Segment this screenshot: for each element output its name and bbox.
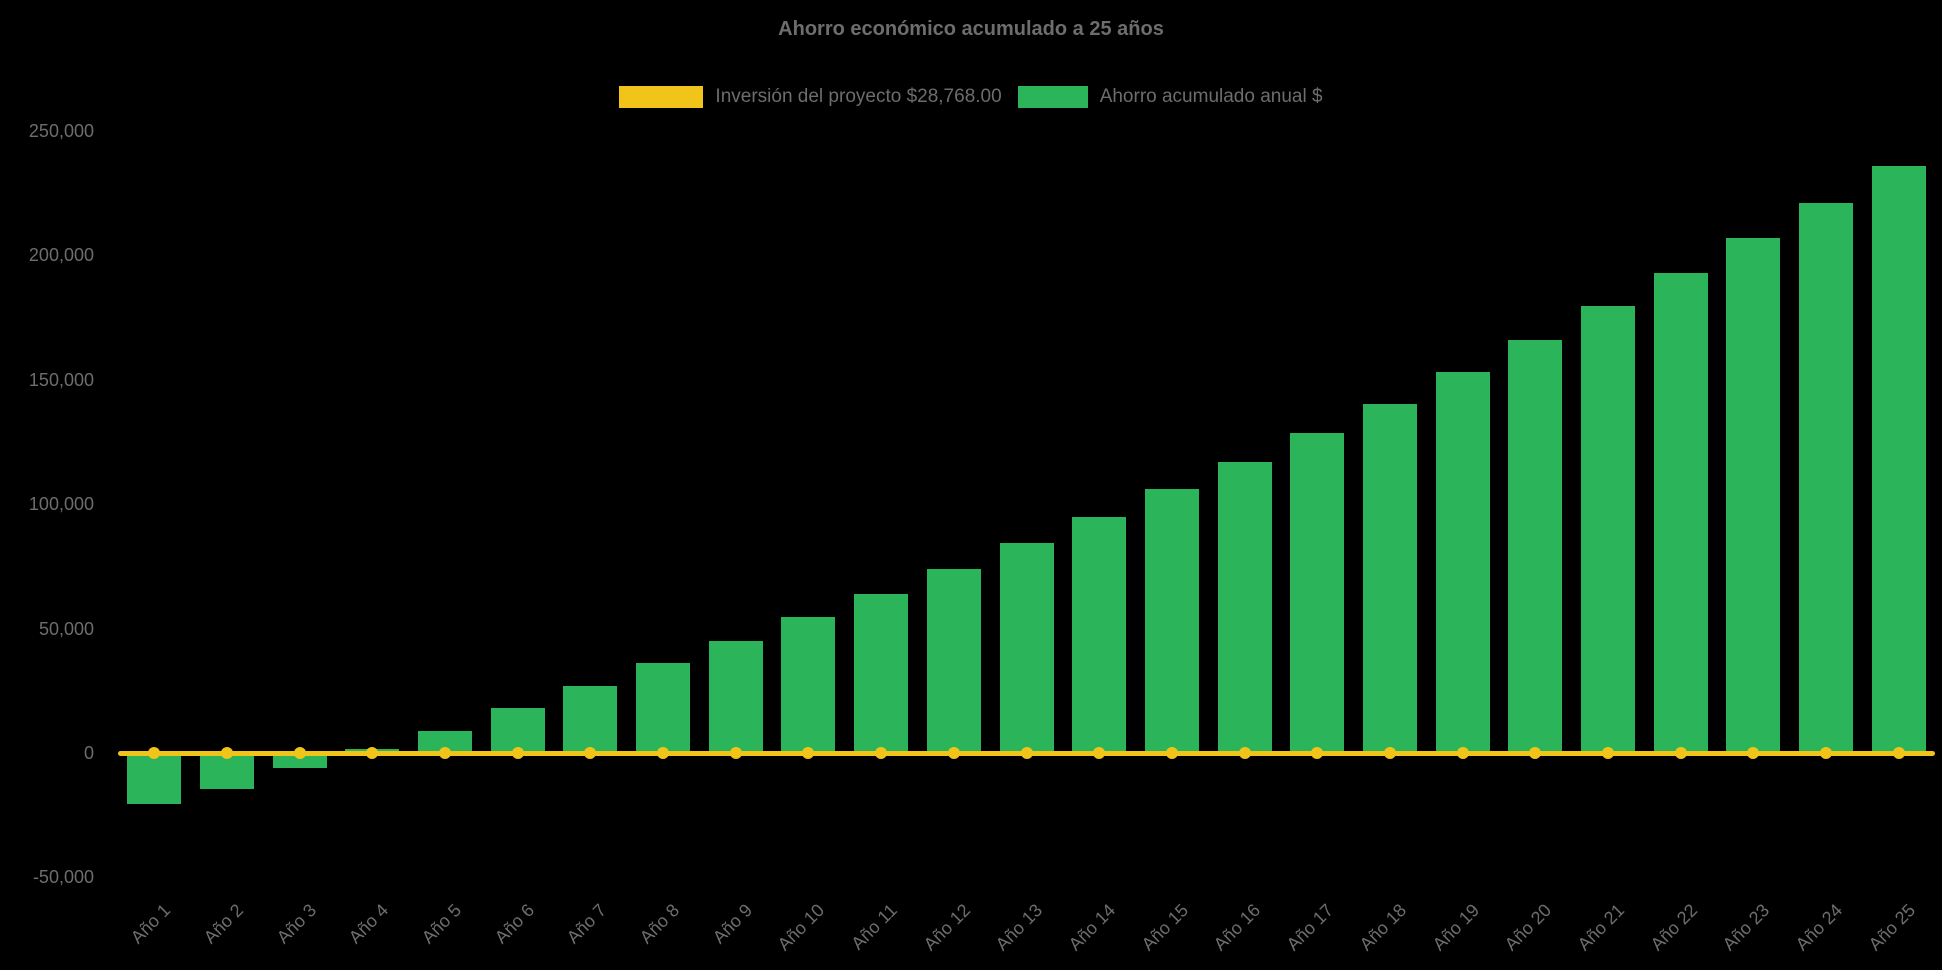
line-marker-ano-13: [1020, 747, 1033, 759]
x-axis-label-ano-10: Año 10: [774, 900, 829, 955]
x-axis-label-ano-6: Año 6: [490, 900, 538, 948]
x-axis-label-ano-3: Año 3: [272, 900, 320, 948]
bar-ano-7: [563, 685, 618, 753]
bar-ano-13: [999, 542, 1054, 753]
x-axis-label-ano-20: Año 20: [1500, 900, 1556, 955]
y-axis-label: 0: [83, 743, 94, 763]
bar-ano-3: [272, 753, 327, 768]
x-axis-label-ano-17: Año 17: [1282, 900, 1338, 955]
bar-ano-20: [1508, 339, 1563, 753]
bar-ano-9: [708, 640, 763, 753]
line-marker-ano-4: [366, 747, 379, 759]
line-marker-ano-16: [1238, 747, 1251, 759]
line-marker-ano-3: [293, 747, 306, 759]
line-marker-ano-24: [1819, 747, 1832, 759]
line-marker-ano-12: [947, 747, 960, 759]
x-axis-label-ano-1: Año 1: [127, 900, 175, 948]
line-marker-ano-14: [1093, 747, 1106, 759]
line-marker-ano-7: [584, 747, 597, 759]
x-axis-label-ano-23: Año 23: [1718, 900, 1774, 955]
bar-ano-14: [1072, 516, 1127, 753]
bar-ano-18: [1362, 404, 1417, 753]
x-axis-label-ano-18: Año 18: [1355, 900, 1411, 955]
x-axis-label-ano-2: Año 2: [199, 900, 248, 948]
y-axis-label: -50,000: [32, 867, 94, 888]
x-axis-label-ano-25: Año 25: [1864, 900, 1919, 955]
bar-ano-22: [1653, 272, 1708, 753]
x-axis-label-ano-22: Año 22: [1646, 900, 1701, 955]
legend-item-investment[interactable]: Inversión del proyecto $28,768.00: [619, 86, 1002, 108]
legend: Inversión del proyecto $28,768.00 Ahorro…: [0, 86, 1942, 108]
x-axis-label-ano-24: Año 24: [1791, 900, 1847, 955]
line-marker-ano-2: [221, 747, 234, 759]
bar-ano-25: [1871, 165, 1926, 753]
line-marker-ano-5: [439, 747, 452, 759]
bar-ano-23: [1726, 237, 1781, 753]
line-marker-ano-21: [1601, 747, 1614, 759]
line-marker-ano-9: [729, 747, 742, 759]
legend-item-savings[interactable]: Ahorro acumulado anual $: [1017, 86, 1323, 108]
bar-ano-10: [781, 617, 836, 753]
bar-ano-2: [200, 753, 255, 790]
x-axis-label-ano-8: Año 8: [635, 900, 684, 948]
line-marker-ano-17: [1311, 747, 1324, 759]
x-axis-label-ano-14: Año 14: [1064, 900, 1120, 955]
chart-title: Ahorro económico acumulado a 25 años: [778, 18, 1164, 40]
x-axis-label-ano-21: Año 21: [1573, 900, 1629, 955]
bar-ano-11: [854, 593, 909, 753]
line-marker-ano-20: [1529, 747, 1542, 759]
x-axis-label-ano-9: Año 9: [708, 900, 756, 948]
savings-swatch-icon: [1017, 86, 1088, 108]
investment-swatch-icon: [619, 86, 704, 108]
x-axis-label-ano-13: Año 13: [992, 900, 1047, 955]
investment-legend-label: Inversión del proyecto $28,768.00: [715, 86, 1002, 107]
line-marker-ano-23: [1747, 747, 1760, 759]
bar-ano-8: [636, 663, 691, 753]
line-marker-ano-25: [1892, 747, 1905, 759]
x-axis-label-ano-7: Año 7: [563, 900, 611, 948]
bar-ano-6: [490, 708, 545, 753]
line-marker-ano-10: [802, 747, 815, 759]
y-axis-label: 100,000: [28, 494, 94, 515]
bar-ano-5: [418, 730, 473, 753]
x-axis-label-ano-15: Año 15: [1137, 900, 1193, 955]
bar-ano-15: [1144, 489, 1199, 753]
x-axis-label-ano-12: Año 12: [919, 900, 974, 955]
line-marker-ano-22: [1674, 747, 1687, 759]
bar-ano-1: [127, 753, 182, 805]
line-marker-ano-15: [1165, 747, 1178, 759]
y-axis-label: 150,000: [28, 369, 94, 390]
x-axis-label-ano-19: Año 19: [1428, 900, 1483, 955]
x-axis-label-ano-5: Año 5: [417, 900, 466, 948]
x-axis-label-ano-11: Año 11: [847, 900, 902, 954]
x-axis-label-ano-16: Año 16: [1210, 900, 1265, 955]
bar-ano-21: [1580, 306, 1635, 753]
savings-legend-label: Ahorro acumulado anual $: [1099, 86, 1323, 107]
bar-ano-17: [1290, 433, 1345, 753]
y-axis-label: 250,000: [28, 120, 94, 141]
x-axis-label-ano-4: Año 4: [345, 900, 393, 948]
line-marker-ano-19: [1456, 747, 1469, 759]
bar-ano-19: [1435, 372, 1490, 753]
line-marker-ano-18: [1383, 747, 1396, 759]
y-axis-label: 50,000: [38, 618, 94, 639]
line-marker-ano-1: [148, 747, 161, 759]
line-marker-ano-11: [875, 747, 888, 759]
line-marker-ano-6: [511, 747, 524, 759]
line-marker-ano-8: [657, 747, 670, 759]
bar-ano-12: [926, 568, 981, 753]
bar-ano-16: [1217, 461, 1272, 753]
bar-ano-24: [1798, 202, 1853, 753]
y-axis-label: 200,000: [28, 245, 94, 266]
